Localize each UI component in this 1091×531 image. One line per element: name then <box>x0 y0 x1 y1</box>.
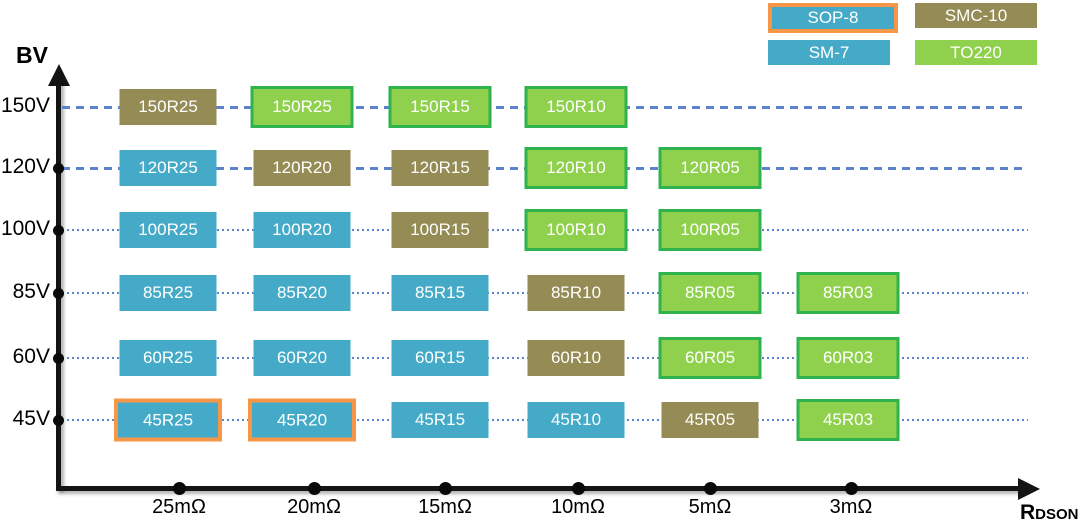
y-axis-title: BV <box>16 42 48 68</box>
y-axis-dot-100V <box>53 224 64 236</box>
part-box-45R25-SOP-8: 45R25 <box>114 398 222 442</box>
x-axis-dot-3mΩ <box>844 482 858 495</box>
part-box-150R25-TO220: 150R25 <box>250 86 354 128</box>
legend-item-smc-10: SMC-10 <box>915 3 1037 28</box>
part-box-60R03-TO220: 60R03 <box>796 337 900 379</box>
part-box-100R05-TO220: 100R05 <box>658 209 762 251</box>
x-tick-label-10mΩ: 10mΩ <box>551 496 605 518</box>
x-axis-dot-5mΩ <box>703 482 717 495</box>
x-tick-label-20mΩ: 20mΩ <box>287 496 341 518</box>
x-tick-label-3mΩ: 3mΩ <box>829 496 873 518</box>
part-box-85R20-SM-7: 85R20 <box>253 275 351 311</box>
y-tick-label-120V: 120V <box>0 155 50 178</box>
y-axis-dot-60V <box>53 352 64 364</box>
x-axis-dot-15mΩ <box>438 482 452 495</box>
part-box-60R20-SM-7: 60R20 <box>253 340 351 376</box>
y-axis-dot-120V <box>53 162 64 174</box>
part-box-100R15-SMC-10: 100R15 <box>391 212 489 248</box>
part-box-100R20-SM-7: 100R20 <box>253 212 351 248</box>
part-box-45R15-SM-7: 45R15 <box>391 402 489 438</box>
part-box-45R05-SMC-10: 45R05 <box>661 402 759 438</box>
x-axis <box>56 486 1020 491</box>
part-box-85R15-SM-7: 85R15 <box>391 275 489 311</box>
part-box-60R10-SMC-10: 60R10 <box>527 340 625 376</box>
x-axis-title-sub: DSON <box>1035 506 1079 523</box>
part-box-45R03-TO220: 45R03 <box>796 399 900 441</box>
y-tick-label-150V: 150V <box>0 94 50 117</box>
x-axis-title-main: R <box>1020 501 1036 524</box>
y-tick-label-45V: 45V <box>12 407 50 430</box>
y-tick-label-85V: 85V <box>12 280 50 303</box>
y-axis-dot-45V <box>53 414 64 426</box>
part-box-45R10-SM-7: 45R10 <box>527 402 625 438</box>
part-box-120R20-SMC-10: 120R20 <box>253 150 351 186</box>
y-tick-label-100V: 100V <box>0 217 50 240</box>
x-axis-dot-20mΩ <box>307 482 321 495</box>
x-tick-label-25mΩ: 25mΩ <box>152 496 206 518</box>
part-box-85R03-TO220: 85R03 <box>796 272 900 314</box>
legend-item-sm-7: SM-7 <box>768 40 890 65</box>
y-axis-arrow-icon <box>47 64 70 86</box>
legend-item-sop-8: SOP-8 <box>768 3 898 33</box>
y-tick-label-60V: 60V <box>12 345 50 368</box>
x-axis-dot-10mΩ <box>571 482 585 495</box>
part-box-100R25-SM-7: 100R25 <box>119 212 217 248</box>
part-box-120R25-SM-7: 120R25 <box>119 150 217 186</box>
part-box-60R25-SM-7: 60R25 <box>119 340 217 376</box>
part-box-120R05-TO220: 120R05 <box>658 147 762 189</box>
part-box-60R15-SM-7: 60R15 <box>391 340 489 376</box>
part-box-85R10-SMC-10: 85R10 <box>527 275 625 311</box>
x-tick-label-15mΩ: 15mΩ <box>418 496 472 518</box>
part-box-150R10-TO220: 150R10 <box>524 86 628 128</box>
legend-item-to220: TO220 <box>915 40 1037 65</box>
part-box-120R15-SMC-10: 120R15 <box>391 150 489 186</box>
part-box-120R10-TO220: 120R10 <box>524 147 628 189</box>
x-axis-dot-25mΩ <box>172 482 186 495</box>
part-box-100R10-TO220: 100R10 <box>524 209 628 251</box>
part-box-85R05-TO220: 85R05 <box>658 272 762 314</box>
y-axis <box>56 80 61 490</box>
part-box-60R05-TO220: 60R05 <box>658 337 762 379</box>
part-box-150R25-SMC-10: 150R25 <box>119 89 217 125</box>
part-box-45R20-SOP-8: 45R20 <box>248 398 356 442</box>
x-axis-title: RDSON <box>1020 501 1079 525</box>
part-box-85R25-SM-7: 85R25 <box>119 275 217 311</box>
x-tick-label-5mΩ: 5mΩ <box>688 496 732 518</box>
part-box-150R15-TO220: 150R15 <box>388 86 492 128</box>
x-axis-arrow-icon <box>1018 477 1040 500</box>
y-axis-dot-85V <box>53 287 64 299</box>
